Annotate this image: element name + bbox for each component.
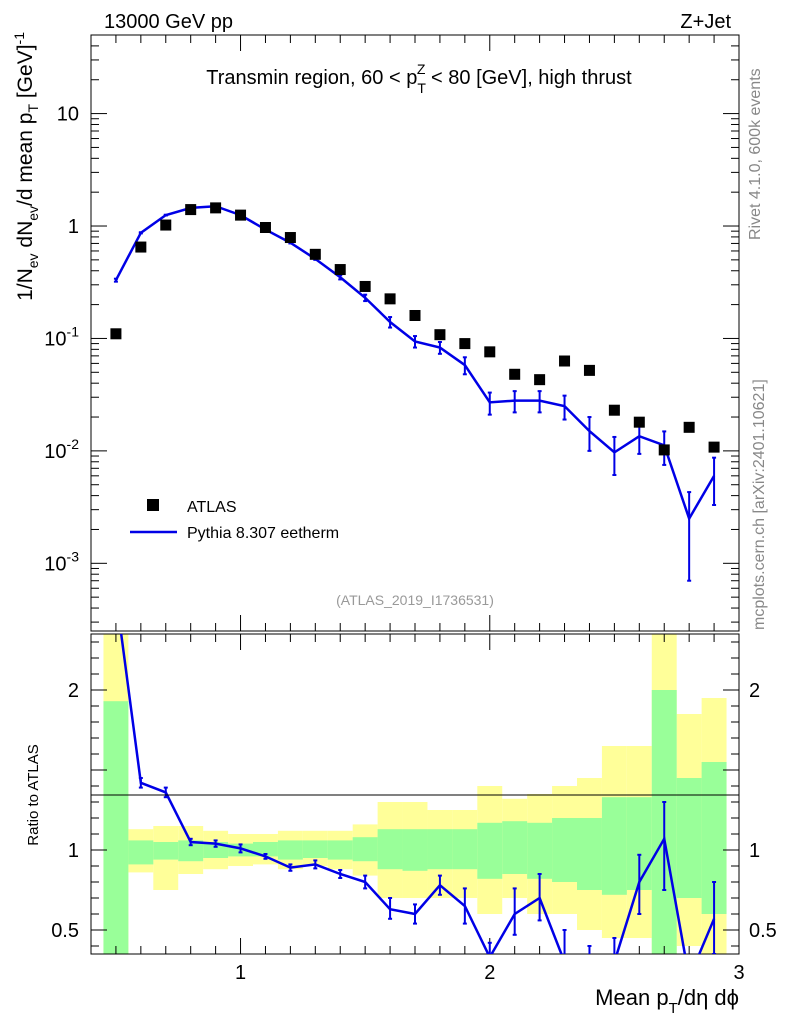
data-point <box>434 329 446 341</box>
ratio-band-green <box>352 837 378 862</box>
ratio-band-green <box>153 842 179 860</box>
data-point <box>110 328 122 340</box>
ratio-tick-label-left: 0.5 <box>51 920 79 942</box>
ratio-tick-label-right: 0.5 <box>749 920 777 942</box>
ratio-band-green <box>427 829 453 870</box>
ratio-band-green <box>477 822 503 879</box>
ratio-band-green <box>552 818 577 882</box>
y-axis-label: 1/Nev dNev/d mean pT [GeV]-1 <box>11 32 41 301</box>
y-tick-label: 10-1 <box>44 323 79 350</box>
data-point <box>658 444 670 456</box>
legend: ATLAS Pythia 8.307 eetherm <box>130 499 339 542</box>
legend-data-label: ATLAS <box>187 499 237 516</box>
x-axis-label: Mean pT/dη dϕ <box>595 985 739 1017</box>
ratio-plot: 0.5 0.5 1 1 2 2 1 2 3 <box>51 633 777 984</box>
data-point <box>509 368 521 380</box>
main-axis-ticks: 10-3 10-2 10-1 1 10 <box>44 34 740 631</box>
x-tick-label: 1 <box>235 962 246 984</box>
data-point <box>608 404 620 416</box>
data-point <box>284 232 296 244</box>
mcplots-label: mcplots.cern.ch [arXiv:2401.10621] <box>751 379 768 630</box>
data-point <box>534 374 546 386</box>
ratio-band-green <box>676 778 702 898</box>
ratio-band-green <box>253 842 278 857</box>
data-point <box>359 280 371 292</box>
ratio-mc-group <box>119 634 717 954</box>
data-point <box>409 309 421 321</box>
ratio-tick-label-right: 1 <box>749 840 760 862</box>
y-tick-label: 10-3 <box>44 548 79 575</box>
ratio-band-green <box>601 797 627 895</box>
ratio-band-green <box>103 701 129 954</box>
data-point <box>210 202 222 214</box>
ratio-tick-label-right: 2 <box>749 680 760 702</box>
header-process: Z+Jet <box>680 11 731 33</box>
data-point <box>583 364 595 376</box>
data-point <box>384 293 396 305</box>
ratio-tick-label-left: 1 <box>68 840 79 862</box>
data-point <box>484 346 496 358</box>
y-tick-label: 10-2 <box>44 436 79 463</box>
legend-mc-label: Pythia 8.307 eetherm <box>187 525 339 542</box>
ratio-band-green <box>402 829 428 871</box>
ratio-band-green <box>577 818 602 890</box>
data-point <box>708 441 720 453</box>
ratio-band-green <box>377 829 403 870</box>
main-plot: 10-3 10-2 10-1 1 10 <box>44 34 740 632</box>
data-point <box>459 338 471 350</box>
y-tick-label: 1 <box>68 216 79 238</box>
data-point <box>559 355 571 367</box>
ratio-band-green <box>178 840 204 862</box>
x-tick-label: 3 <box>733 962 744 984</box>
data-point <box>185 204 197 216</box>
ratio-band-green <box>302 840 328 858</box>
data-point <box>334 264 346 276</box>
data-point <box>633 416 645 428</box>
ratio-band-green <box>502 821 528 874</box>
ratio-band-green <box>277 840 303 860</box>
mc-line <box>114 204 716 522</box>
data-point <box>683 421 695 433</box>
data-point <box>309 248 321 260</box>
ratio-band-green <box>327 840 353 860</box>
plot-title: Transmin region, 60 < pTZ < 80 [GeV], hi… <box>206 61 632 96</box>
data-point <box>160 219 172 231</box>
analysis-id: (ATLAS_2019_I1736531) <box>336 592 494 608</box>
x-tick-label: 2 <box>484 962 495 984</box>
ratio-y-axis-label: Ratio to ATLAS <box>25 744 42 845</box>
legend-data-marker <box>147 499 159 511</box>
ratio-band-green <box>452 829 478 870</box>
ratio-band-green <box>527 822 553 879</box>
header-energy: 13000 GeV pp <box>104 11 233 33</box>
rivet-label: Rivet 4.1.0, 600k events <box>747 68 764 240</box>
ratio-tick-label-left: 2 <box>68 680 79 702</box>
y-tick-label: 10 <box>57 104 79 126</box>
data-point <box>135 241 147 253</box>
ratio-band-green <box>128 840 154 865</box>
data-point <box>235 209 247 221</box>
data-point <box>259 222 271 234</box>
